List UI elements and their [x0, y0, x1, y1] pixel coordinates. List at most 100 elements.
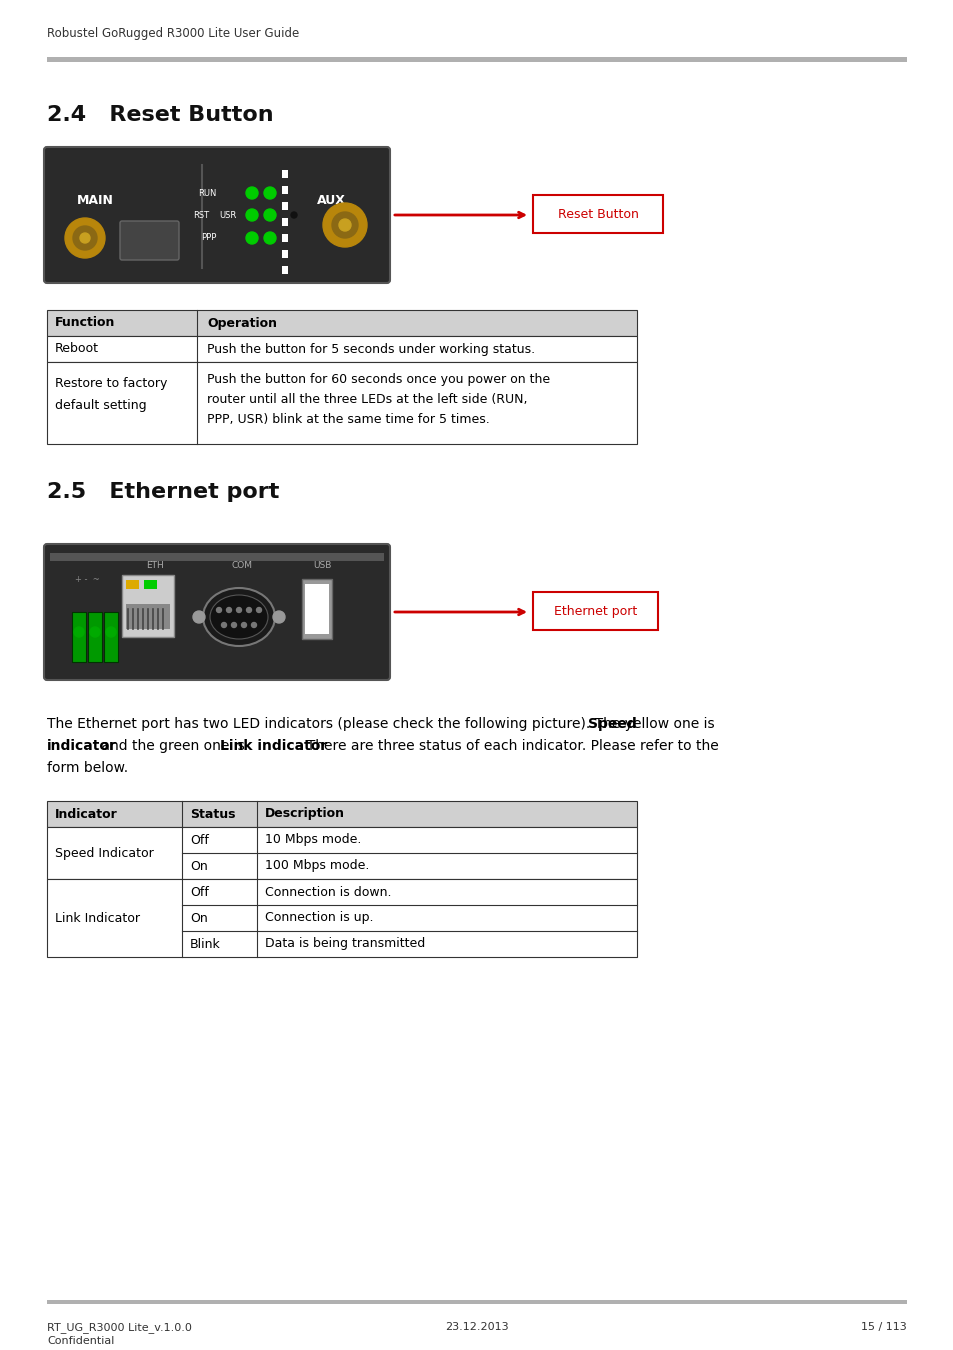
Circle shape [338, 219, 351, 231]
Circle shape [323, 202, 367, 247]
Text: indicator: indicator [47, 738, 117, 753]
Bar [50, 554, 384, 562]
Text: . There are three status of each indicator. Please refer to the: . There are three status of each indicat… [297, 738, 719, 753]
FancyBboxPatch shape [120, 221, 179, 261]
Text: PPP, USR) blink at the same time for 5 times.: PPP, USR) blink at the same time for 5 t… [207, 413, 489, 427]
Circle shape [90, 626, 100, 637]
Circle shape [273, 612, 285, 622]
Text: Confidential: Confidential [47, 1336, 114, 1346]
Bar [144, 580, 157, 589]
Circle shape [252, 622, 256, 628]
Text: Function: Function [55, 316, 115, 329]
Text: Connection is down.: Connection is down. [265, 886, 391, 899]
Text: router until all the three LEDs at the left side (RUN,: router until all the three LEDs at the l… [207, 393, 527, 406]
Bar [282, 250, 288, 258]
Circle shape [226, 608, 232, 613]
FancyBboxPatch shape [44, 544, 390, 680]
Bar [305, 585, 329, 634]
Bar [126, 580, 139, 589]
Bar [47, 310, 637, 336]
Circle shape [332, 212, 357, 238]
Circle shape [80, 234, 90, 243]
Text: 10 Mbps mode.: 10 Mbps mode. [265, 833, 361, 846]
Bar [282, 234, 288, 242]
Bar [47, 828, 637, 879]
Ellipse shape [203, 589, 274, 647]
Text: USB: USB [313, 560, 331, 570]
Text: RUN: RUN [198, 189, 216, 197]
Bar [88, 612, 102, 662]
Text: Reboot: Reboot [55, 343, 99, 355]
Text: Restore to factory: Restore to factory [55, 378, 167, 390]
Circle shape [232, 622, 236, 628]
Text: Speed: Speed [588, 717, 637, 730]
Text: MAIN: MAIN [77, 193, 113, 207]
Circle shape [65, 217, 105, 258]
Bar [47, 801, 637, 828]
Circle shape [264, 232, 275, 244]
Circle shape [264, 209, 275, 221]
Text: Link indicator: Link indicator [220, 738, 327, 753]
Circle shape [106, 626, 116, 637]
Text: PPP: PPP [201, 234, 216, 243]
Bar [47, 57, 906, 62]
Text: Connection is up.: Connection is up. [265, 911, 374, 925]
Text: Off: Off [190, 833, 209, 846]
Bar [47, 336, 637, 362]
Circle shape [291, 212, 296, 217]
Text: 2.5   Ethernet port: 2.5 Ethernet port [47, 482, 279, 502]
Text: USR: USR [219, 211, 236, 220]
Circle shape [246, 209, 257, 221]
Text: Reset Button: Reset Button [557, 208, 638, 220]
Bar [282, 266, 288, 274]
Circle shape [241, 622, 246, 628]
Text: RT_UG_R3000 Lite_v.1.0.0: RT_UG_R3000 Lite_v.1.0.0 [47, 1322, 192, 1332]
Text: Ethernet port: Ethernet port [554, 605, 637, 617]
Text: Status: Status [190, 807, 235, 821]
Text: COM: COM [232, 560, 253, 570]
Circle shape [246, 232, 257, 244]
Text: 100 Mbps mode.: 100 Mbps mode. [265, 860, 369, 872]
Text: Off: Off [190, 886, 209, 899]
Bar [104, 612, 118, 662]
Text: Robustel GoRugged R3000 Lite User Guide: Robustel GoRugged R3000 Lite User Guide [47, 27, 299, 40]
Bar [282, 170, 288, 178]
Bar [47, 879, 637, 957]
Circle shape [221, 622, 226, 628]
Text: 23.12.2013: 23.12.2013 [445, 1322, 508, 1332]
Bar [282, 186, 288, 194]
Bar [533, 593, 658, 630]
Text: Description: Description [265, 807, 345, 821]
Text: Operation: Operation [207, 316, 276, 329]
Text: ETH: ETH [146, 560, 164, 570]
Text: + -  ~: + - ~ [74, 575, 99, 583]
Text: Push the button for 5 seconds under working status.: Push the button for 5 seconds under work… [207, 343, 535, 355]
Text: On: On [190, 911, 208, 925]
Bar [302, 579, 332, 639]
Circle shape [246, 608, 252, 613]
Circle shape [236, 608, 241, 613]
Text: Speed Indicator: Speed Indicator [55, 846, 153, 860]
Text: Link Indicator: Link Indicator [55, 911, 140, 925]
Bar [71, 612, 86, 662]
Circle shape [246, 188, 257, 198]
Text: Indicator: Indicator [55, 807, 117, 821]
FancyBboxPatch shape [44, 147, 390, 284]
Text: RST: RST [193, 211, 209, 220]
Circle shape [73, 225, 97, 250]
Bar [533, 194, 662, 234]
Text: The Ethernet port has two LED indicators (please check the following picture). T: The Ethernet port has two LED indicators… [47, 717, 719, 730]
Bar [47, 1300, 906, 1304]
Bar [126, 603, 170, 629]
Text: and the green one is: and the green one is [97, 738, 249, 753]
Text: 2.4   Reset Button: 2.4 Reset Button [47, 105, 274, 126]
Text: On: On [190, 860, 208, 872]
Ellipse shape [210, 595, 268, 639]
Bar [122, 575, 173, 637]
Circle shape [193, 612, 205, 622]
Bar [282, 217, 288, 225]
Circle shape [256, 608, 261, 613]
Circle shape [264, 188, 275, 198]
Bar [282, 202, 288, 211]
Text: form below.: form below. [47, 761, 128, 775]
